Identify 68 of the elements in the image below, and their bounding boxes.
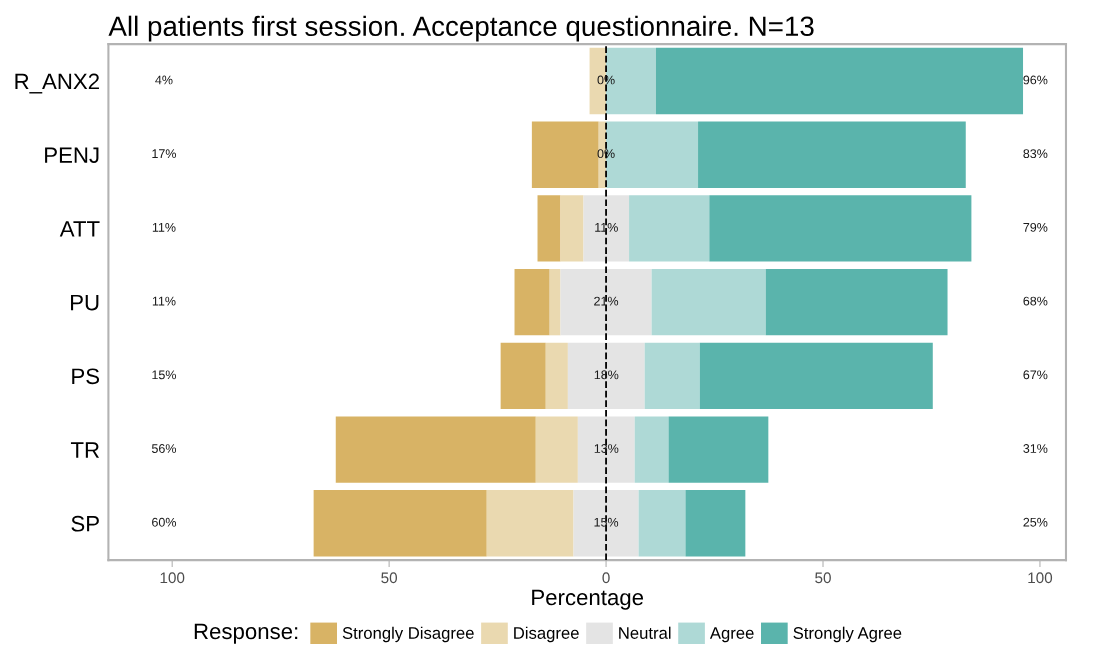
annotation: 67% [1023, 370, 1048, 380]
x-tick-label: 0 [602, 572, 610, 584]
bar [668, 416, 769, 483]
annotation: 60% [152, 517, 177, 527]
annotation: 15% [152, 370, 177, 380]
bar [583, 195, 630, 262]
y-tick-label: ATT [59, 221, 100, 237]
data-label: 0% [597, 75, 615, 85]
bar [537, 195, 561, 262]
annotation: 11% [152, 223, 176, 232]
y-tick-label: PS [72, 368, 100, 385]
legend-label: Disagree [514, 626, 579, 643]
annotation: 96% [1023, 75, 1048, 85]
bar [651, 268, 766, 336]
x-axis-title: Percentage [532, 589, 644, 610]
legend-label: Agree [709, 627, 754, 643]
bar [698, 121, 966, 188]
annotation: 68% [1023, 296, 1048, 306]
data-label: 15% [594, 517, 619, 527]
chart-title: All patients first session. Acceptance questionnaire. N=13 [108, 15, 814, 42]
legend-label: Strongly Disagree [342, 626, 474, 643]
bar [629, 195, 710, 262]
annotation: 17% [152, 149, 177, 159]
bar [709, 195, 972, 262]
y-tick-label: PENJ [45, 147, 99, 163]
data-label: 11% [595, 223, 618, 232]
annotation: 56% [151, 444, 177, 453]
bar [486, 490, 574, 557]
data-label: 13% [594, 444, 619, 453]
bar [560, 195, 584, 262]
bar [655, 47, 1024, 115]
annotation: 11% [152, 296, 176, 306]
x-tick-label: 50 [381, 572, 398, 584]
annotation: 4% [155, 75, 173, 85]
bar [699, 342, 933, 410]
bar [549, 268, 561, 336]
legend-label: Neutral [619, 626, 671, 639]
bar [335, 416, 536, 483]
y-tick-label: SP [71, 515, 99, 532]
data-label: 0% [597, 149, 615, 159]
bar [313, 490, 487, 557]
annotation: 31% [1023, 444, 1048, 453]
bar [514, 268, 550, 336]
data-label: 21% [594, 296, 619, 306]
x-tick-label: 50 [815, 572, 831, 584]
bar [560, 268, 652, 336]
bar [545, 342, 568, 410]
bar [567, 342, 645, 410]
legend-title: Response: [194, 623, 298, 644]
annotation: 25% [1023, 517, 1048, 527]
y-tick-label: PU [71, 294, 99, 311]
x-tick-label: 100 [160, 572, 185, 584]
bar [634, 416, 669, 483]
bar [535, 416, 578, 483]
bar [644, 342, 700, 410]
annotation: 79% [1023, 222, 1048, 232]
bar [573, 490, 639, 557]
bar [765, 268, 948, 336]
y-tick-label: TR [70, 442, 100, 458]
bar [685, 490, 746, 557]
bar [577, 416, 635, 483]
x-tick-label: 100 [1028, 572, 1053, 584]
bar [500, 342, 546, 410]
legend-label: Strongly Agree [793, 626, 902, 643]
bar [638, 490, 686, 557]
bar [531, 121, 599, 188]
annotation: 83% [1023, 149, 1048, 159]
y-tick-label: R_ANX2 [15, 73, 99, 94]
